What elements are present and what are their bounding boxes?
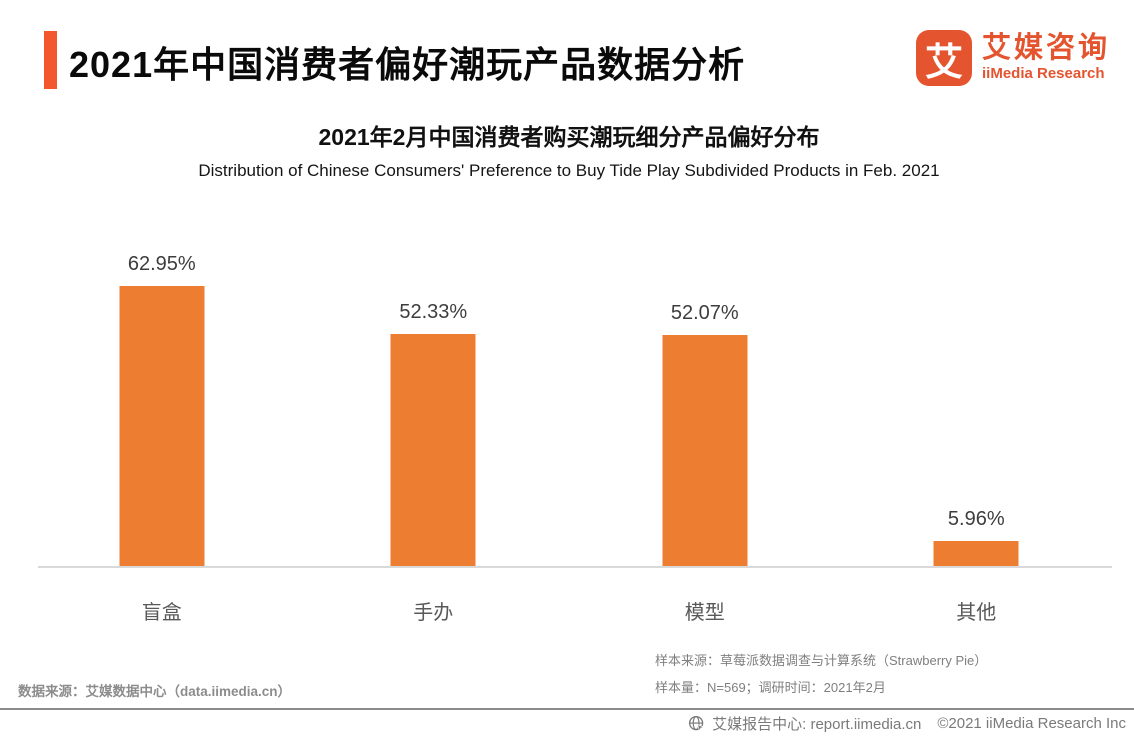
footer-report-center: 艾媒报告中心: report.iimedia.cn [712,716,922,733]
sample-source-line: 样本来源：草莓派数据调查与计算系统（Strawberry Pie） [655,653,988,668]
bar-column-盲盒: 62.95% [26,240,298,568]
bar-column-手办: 52.33% [298,240,570,568]
bar-value-label: 52.07% [670,302,739,324]
iimedia-logo-text: 艾媒咨询 iiMedia Research [981,32,1110,83]
category-label: 盲盒 [141,602,182,624]
title-accent-bar [44,31,57,89]
category-label: 手办 [413,602,454,624]
bar-value-label: 5.96% [947,508,1005,530]
globe-cursor-icon [689,715,705,732]
bar [390,334,476,568]
x-axis-labels: 盲盒 手办 模型 其他 [26,596,1112,625]
data-source-note: 数据来源：艾媒数据中心（data.iimedia.cn） [18,684,292,699]
footer-copyright: ©2021 iiMedia Research Inc [937,715,1126,732]
bar [119,286,205,568]
sample-note: 样本来源：草莓派数据调查与计算系统（Strawberry Pie） 样本量：N=… [655,647,987,701]
page-title: 2021年中国消费者偏好潮玩产品数据分析 [69,44,746,85]
chart-subtitle: Distribution of Chinese Consumers' Prefe… [198,161,940,180]
logo-name-cn: 艾媒咨询 [981,32,1110,65]
logo-name-en: iiMedia Research [981,64,1105,82]
category-label: 模型 [684,602,725,624]
sample-info-line: 样本量：N=569；调研时间：2021年2月 [655,680,886,695]
x-axis-line [38,566,1112,568]
category-label: 其他 [956,602,997,624]
bar-value-label: 52.33% [399,301,468,323]
iimedia-logo: 艾 艾媒咨询 iiMedia Research [915,30,1110,86]
iimedia-logo-icon: 艾 [915,30,972,86]
bar-column-模型: 52.07% [569,240,841,568]
bar-column-其他: 5.96% [841,240,1113,568]
chart-title: 2021年2月中国消费者购买潮玩细分产品偏好分布 [318,124,820,150]
bar [662,335,748,568]
bar [933,541,1019,568]
bar-chart: 62.95% 52.33% 52.07% 5.96% [26,240,1112,568]
bar-value-label: 62.95% [127,253,196,275]
page-footer: 艾媒报告中心: report.iimedia.cn ©2021 iiMedia … [0,708,1134,737]
